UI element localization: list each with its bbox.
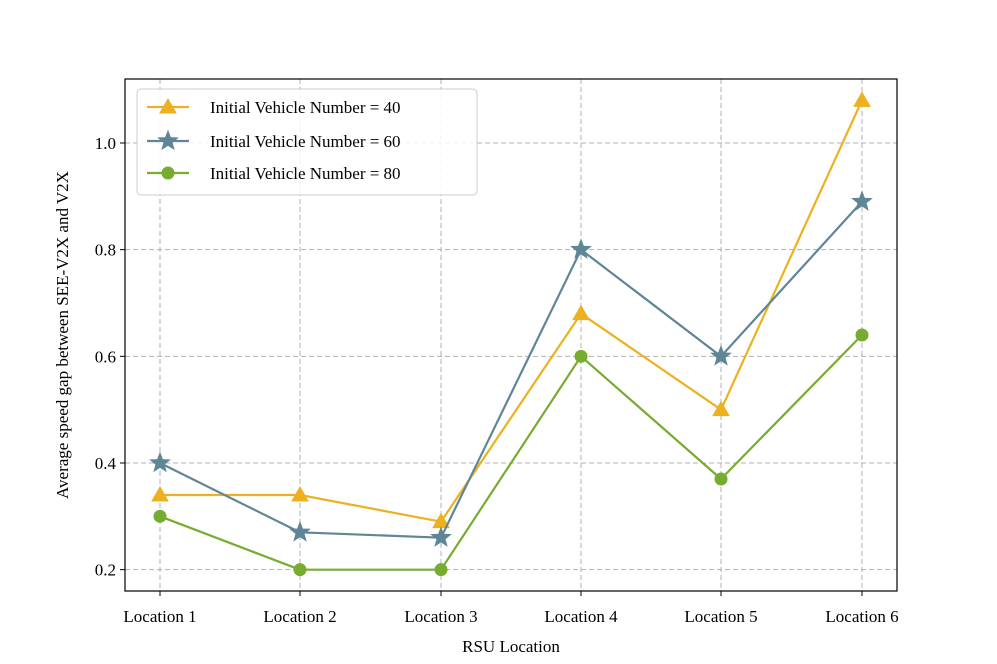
data-point-circle	[153, 509, 167, 523]
y-tick-label: 0.2	[95, 561, 116, 580]
data-point-circle	[714, 472, 728, 486]
data-point-circle	[293, 563, 307, 577]
x-axis-label: RSU Location	[462, 637, 560, 656]
series-layer	[149, 91, 873, 577]
y-tick-label: 1.0	[95, 134, 116, 153]
x-tick-label: Location 3	[404, 607, 477, 626]
data-point-star	[149, 451, 171, 473]
data-point-circle	[855, 328, 869, 342]
x-tick-label: Location 1	[123, 607, 196, 626]
data-point-triangle	[291, 485, 309, 502]
x-tick-label: Location 5	[684, 607, 757, 626]
legend-item: Initial Vehicle Number = 80	[147, 164, 401, 183]
x-tick-label: Location 4	[544, 607, 618, 626]
legend-label: Initial Vehicle Number = 80	[210, 164, 401, 183]
legend-label: Initial Vehicle Number = 60	[210, 132, 401, 151]
series-line	[160, 99, 864, 523]
legend-marker-triangle	[159, 97, 177, 114]
legend-item: Initial Vehicle Number = 40	[147, 97, 401, 117]
series-1	[151, 91, 871, 529]
y-tick-label: 0.8	[95, 241, 116, 260]
data-point-star	[289, 520, 311, 542]
plot-frame	[124, 78, 898, 592]
series-2	[149, 190, 873, 547]
x-tick-label: Location 6	[825, 607, 898, 626]
data-point-circle	[574, 349, 588, 363]
data-point-star	[851, 190, 873, 211]
legend-marker-star	[157, 129, 179, 151]
legend-label: Initial Vehicle Number = 40	[210, 98, 401, 117]
legend-marker-circle	[161, 166, 175, 180]
y-axis-label: Average speed gap between SEE-V2X and V2…	[53, 171, 72, 499]
data-point-star	[570, 238, 592, 259]
legend-box	[136, 88, 478, 196]
series-3	[153, 328, 869, 577]
data-point-star	[430, 526, 452, 547]
y-tick-label: 0.4	[95, 454, 117, 473]
data-point-triangle	[853, 91, 871, 107]
legend-item: Initial Vehicle Number = 60	[147, 129, 401, 151]
data-point-triangle	[712, 400, 730, 417]
series-line	[159, 334, 863, 571]
axis-ticks: Location 1 Location 2 Location 3 Location 4…	[95, 134, 899, 626]
data-point-triangle	[151, 485, 169, 502]
x-tick-label: Location 2	[263, 607, 336, 626]
y-tick-label: 0.6	[95, 347, 116, 366]
series-line	[159, 200, 863, 539]
legend: Initial Vehicle Number = 40 Initial Vehic…	[136, 88, 478, 196]
data-point-circle	[434, 563, 448, 577]
data-point-star	[710, 344, 732, 366]
data-point-triangle	[572, 304, 590, 321]
